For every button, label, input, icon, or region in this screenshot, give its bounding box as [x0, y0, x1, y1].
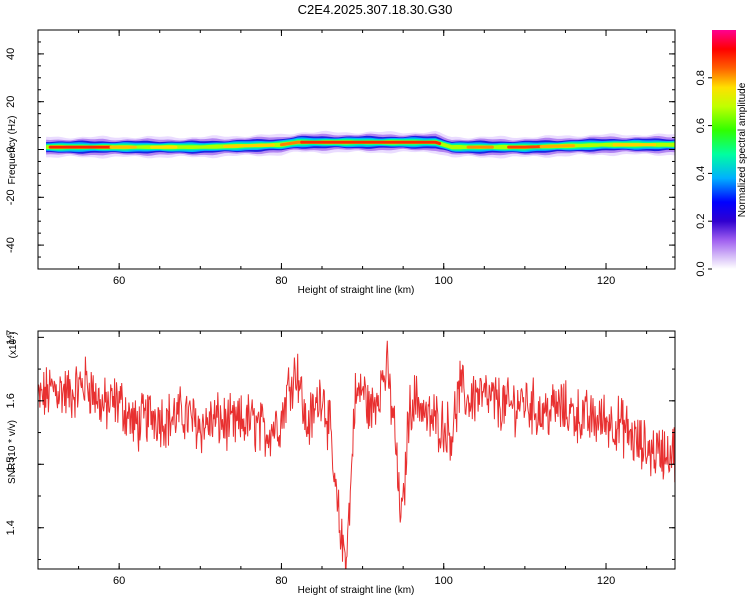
colorbar: 0.0 0.2 0.4 0.6 0.8 Normalized spectral ampl… [695, 30, 748, 277]
spectrogram-core [507, 145, 543, 149]
colorbar-gradient [712, 30, 736, 269]
snr-ytick-label: 1.6 [5, 393, 17, 408]
spectrogram-ytick-label: 0 [5, 146, 17, 152]
snr-exponent-label: (x104) [7, 332, 19, 359]
snr-xlabel: Height of straight line (km) [298, 585, 415, 596]
spectrogram-core [539, 144, 576, 149]
snr-ytick-label: 1.5 [5, 457, 17, 472]
colorbar-tick-label: 0.4 [695, 166, 707, 181]
spectrogram-core [300, 140, 442, 145]
spectrogram-ytick-label: 20 [5, 96, 17, 108]
colorbar-tick-label: 0.2 [695, 214, 707, 229]
spectrogram-xtick-label: 80 [275, 275, 287, 287]
spectrogram-xtick-label: 100 [435, 275, 453, 287]
spectrogram-ytick-label: 40 [5, 48, 17, 60]
colorbar-label: Normalized spectral amplitude [737, 82, 748, 217]
spectrogram-core [223, 143, 275, 148]
spectrogram-ylabel: Frequency (Hz) [7, 116, 18, 185]
snr-xtick-label: 60 [113, 575, 125, 587]
spectrogram-ytick-label: -40 [5, 237, 17, 253]
snr-xtick-label: 100 [435, 575, 453, 587]
colorbar-tick-label: 0.6 [695, 118, 707, 133]
snr-series-line [38, 340, 675, 569]
spectrogram-xlabel: Height of straight line (km) [298, 285, 415, 296]
colorbar-tick-label: 0.8 [695, 70, 707, 85]
spectrogram-xtick-label: 120 [597, 275, 615, 287]
spectrogram-band [46, 130, 675, 159]
snr-frame [37, 330, 676, 570]
spectrogram-core [279, 140, 304, 147]
spectrogram-panel: 60 80 100 120 40 20 0 -20 -40 Height of straight… [5, 29, 676, 296]
figure-title: C2E4.2025.307.18.30.G30 [297, 2, 453, 17]
snr-panel: 60 80 100 120 1.4 1.5 1.6 1.7 Height of straigh… [5, 330, 676, 596]
snr-ytick-label: 1.4 [5, 520, 17, 535]
snr-ylabel: SNR (10 * v/v) [7, 420, 18, 484]
colorbar-tick-label: 0.0 [695, 261, 707, 276]
spectrogram-xtick-label: 60 [113, 275, 125, 287]
snr-ytick-label: 1.7 [5, 330, 17, 345]
snr-xtick-label: 80 [275, 575, 287, 587]
spectrogram-ytick-label: -20 [5, 189, 17, 205]
snr-xtick-label: 120 [597, 575, 615, 587]
